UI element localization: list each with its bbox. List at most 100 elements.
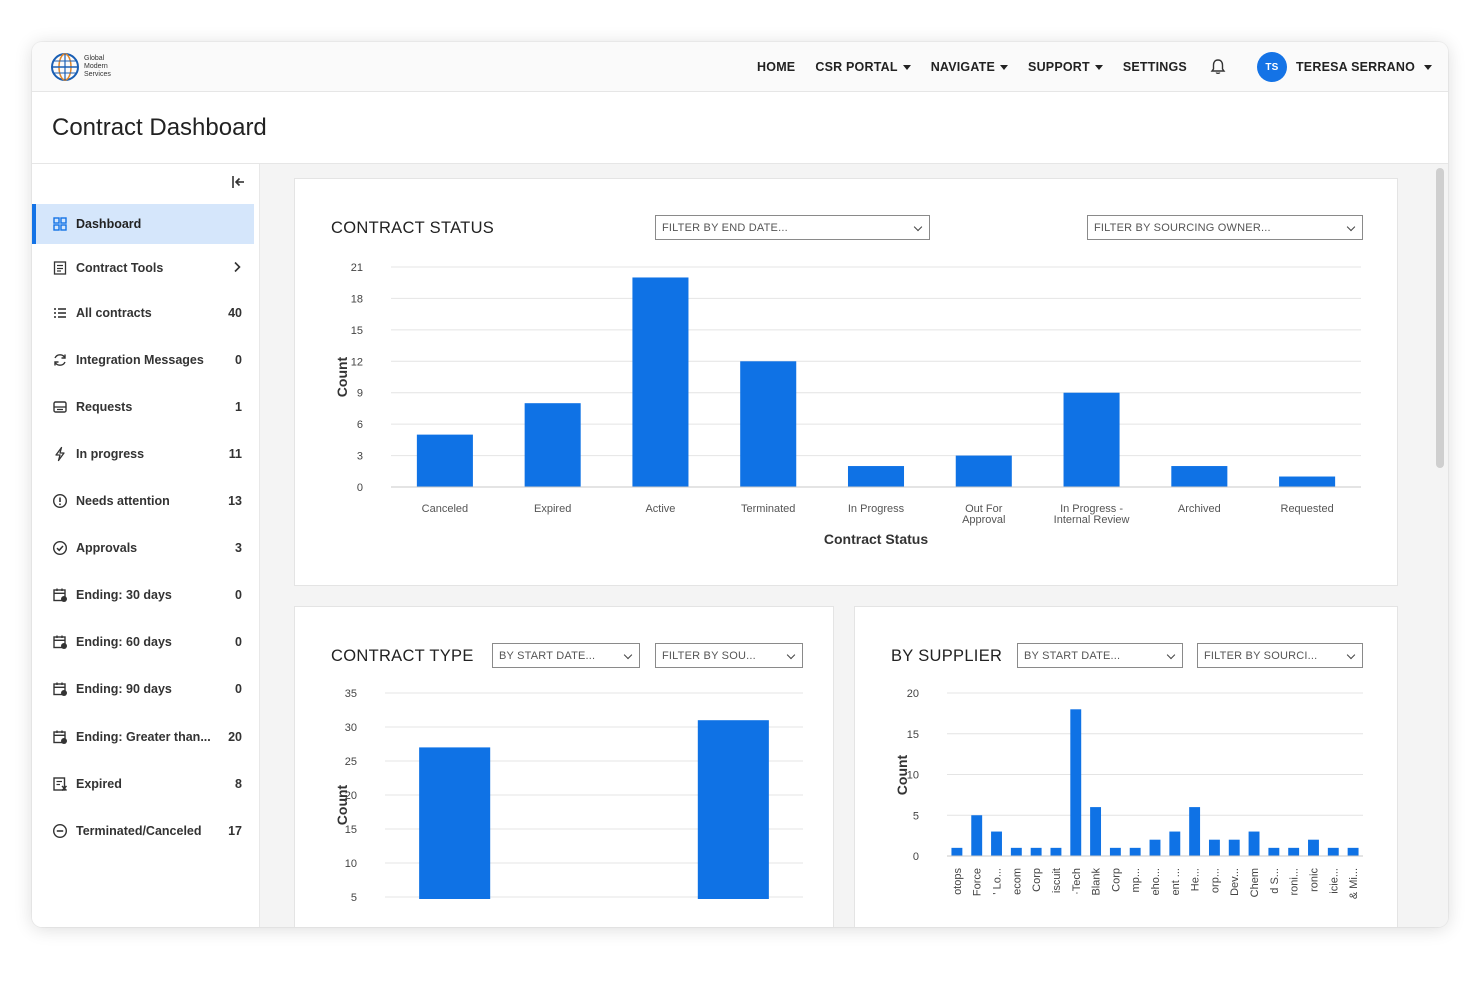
filter-sourcing-owner-select[interactable]: FILTER BY SOURCING OWNER... — [1087, 215, 1363, 240]
nav-navigate-label: NAVIGATE — [930, 60, 996, 74]
calendar-icon — [52, 681, 68, 697]
by-supplier-title: BY SUPPLIER — [891, 647, 1003, 665]
sidebar-item-label: Ending: Greater than... — [76, 730, 211, 744]
y-tick-label: 0 — [357, 482, 363, 494]
chart-bar — [740, 361, 797, 487]
y-tick-label: 15 — [351, 325, 363, 337]
sidebar-item-expired[interactable]: Expired 8 — [32, 764, 254, 804]
avatar: TS — [1256, 52, 1287, 82]
type-sourcing-select[interactable]: FILTER BY SOU... — [655, 643, 803, 668]
supplier-start-date-select[interactable]: BY START DATE... — [1017, 643, 1183, 668]
collapse-sidebar-icon[interactable] — [230, 174, 246, 190]
dashboard-icon — [52, 216, 68, 232]
sidebar-item-terminated-canceled[interactable]: Terminated/Canceled 17 — [32, 811, 254, 851]
contract-type-title: CONTRACT TYPE — [331, 647, 474, 665]
sidebar-item-count: 20 — [228, 730, 242, 744]
x-tick-label: Blank — [1091, 868, 1103, 896]
y-tick-label: 0 — [913, 851, 919, 863]
x-tick-label: & Mi... — [1348, 868, 1360, 899]
nav-csr-portal-label: CSR PORTAL — [815, 60, 898, 74]
supplier-sourcing-value: FILTER BY SOURCI... — [1204, 649, 1318, 662]
x-tick-label: iscuit — [1051, 868, 1063, 893]
sidebar-item-contract-tools[interactable]: Contract Tools — [32, 248, 254, 288]
logo-text: Global Modern Services — [84, 55, 124, 79]
y-tick-label: 20 — [345, 790, 357, 802]
supplier-sourcing-select[interactable]: FILTER BY SOURCI... — [1197, 643, 1363, 668]
y-tick-label: 25 — [345, 756, 357, 768]
sidebar-item-needs-attention[interactable]: Needs attention 13 — [32, 481, 254, 521]
sidebar-item-label: In progress — [76, 447, 145, 461]
nav-settings[interactable]: SETTINGS — [1123, 60, 1187, 74]
y-tick-label: 20 — [907, 688, 919, 700]
sidebar-item-ending-greater-than[interactable]: Ending: Greater than... 20 — [32, 717, 254, 757]
sidebar-item-approvals[interactable]: Approvals 3 — [32, 528, 254, 568]
scrollbar[interactable] — [1436, 168, 1444, 468]
y-tick-label: 35 — [345, 688, 357, 700]
x-tick-label: Corp — [1110, 868, 1122, 892]
filter-sourcing-owner-value: FILTER BY SOURCING OWNER... — [1094, 221, 1271, 234]
chart-bar — [632, 277, 689, 487]
chart-bar — [1149, 839, 1161, 856]
nav-support[interactable]: SUPPORT — [1028, 60, 1103, 74]
company-logo[interactable]: Global Modern Services — [50, 52, 124, 82]
contract-type-card: CONTRACT TYPE BY START DATE... FILTER BY… — [294, 606, 834, 927]
chart-bar — [1279, 476, 1336, 487]
top-navbar: Global Modern Services HOME CSR PORTAL N… — [32, 42, 1448, 92]
x-tick-label: eho... — [1150, 868, 1162, 896]
x-tick-label: Corp — [1031, 868, 1043, 892]
x-tick-label: In Progress — [848, 503, 905, 515]
sidebar-item-ending-30-days[interactable]: Ending: 30 days 0 — [32, 575, 254, 615]
sidebar-item-label: Requests — [76, 400, 133, 414]
x-tick-label: Requested — [1281, 503, 1334, 515]
user-menu[interactable]: TS TERESA SERRANO — [1256, 52, 1432, 82]
sidebar-item-in-progress[interactable]: In progress 11 — [32, 434, 254, 474]
y-tick-label: 15 — [907, 729, 919, 741]
bolt-icon — [52, 446, 68, 462]
sidebar-item-count: 13 — [228, 494, 242, 508]
sidebar-item-dashboard[interactable]: Dashboard — [32, 204, 254, 244]
by-supplier-chart: 0 5 10 15 20 otops Force ' Lo... ecom Corp iscuit ·… — [894, 688, 1363, 899]
logo-line: Modern — [84, 63, 108, 70]
chart-bar — [1171, 466, 1228, 487]
sidebar-item-count: 1 — [235, 400, 242, 414]
x-tick-label: Active — [645, 503, 675, 515]
filter-end-date-select[interactable]: FILTER BY END DATE... — [655, 215, 930, 240]
x-tick-label: Expired — [534, 503, 571, 515]
nav-navigate[interactable]: NAVIGATE — [930, 60, 1009, 74]
contract-type-chart: 5 10 15 20 25 30 35 Count — [334, 688, 803, 904]
caret-down-icon — [1000, 64, 1009, 70]
chart-bar — [847, 466, 905, 487]
y-axis-title: Count — [334, 356, 350, 397]
sidebar-item-ending-90-days[interactable]: Ending: 90 days 0 — [32, 669, 254, 709]
x-tick-label: orp... — [1209, 868, 1221, 893]
x-tick-label: Force — [972, 868, 984, 896]
chart-bar — [1169, 831, 1181, 856]
chart-bar — [1090, 807, 1102, 856]
chart-bar — [1288, 847, 1300, 856]
sidebar-item-count: 17 — [228, 824, 242, 838]
check-circle-icon — [52, 540, 68, 556]
calendar-icon — [52, 587, 68, 603]
x-tick-label: Terminated — [741, 503, 795, 515]
notifications-button[interactable] — [1209, 58, 1227, 76]
y-tick-label: 10 — [345, 858, 357, 870]
x-tick-label: Out For — [965, 503, 1003, 515]
sidebar-item-requests[interactable]: Requests 1 — [32, 387, 254, 427]
sidebar-item-ending-60-days[interactable]: Ending: 60 days 0 — [32, 622, 254, 662]
y-tick-label: 15 — [345, 824, 357, 836]
sidebar-item-integration-messages[interactable]: Integration Messages 0 — [32, 340, 254, 380]
chart-bar — [951, 847, 963, 856]
nav-home[interactable]: HOME — [757, 60, 795, 74]
type-start-date-select[interactable]: BY START DATE... — [492, 643, 640, 668]
sidebar-item-count: 8 — [235, 777, 242, 791]
nav-csr-portal[interactable]: CSR PORTAL — [815, 60, 911, 74]
chart-bar — [1129, 847, 1141, 856]
sidebar-item-count: 0 — [235, 682, 242, 696]
chart-bar — [971, 815, 983, 856]
sidebar-item-label: Dashboard — [76, 217, 142, 231]
expired-icon — [52, 776, 68, 792]
x-tick-label: He... — [1190, 868, 1202, 891]
sidebar-item-all-contracts[interactable]: All contracts 40 — [32, 293, 254, 333]
x-tick-label: ' Lo... — [992, 868, 1004, 895]
y-tick-label: 10 — [907, 770, 919, 782]
